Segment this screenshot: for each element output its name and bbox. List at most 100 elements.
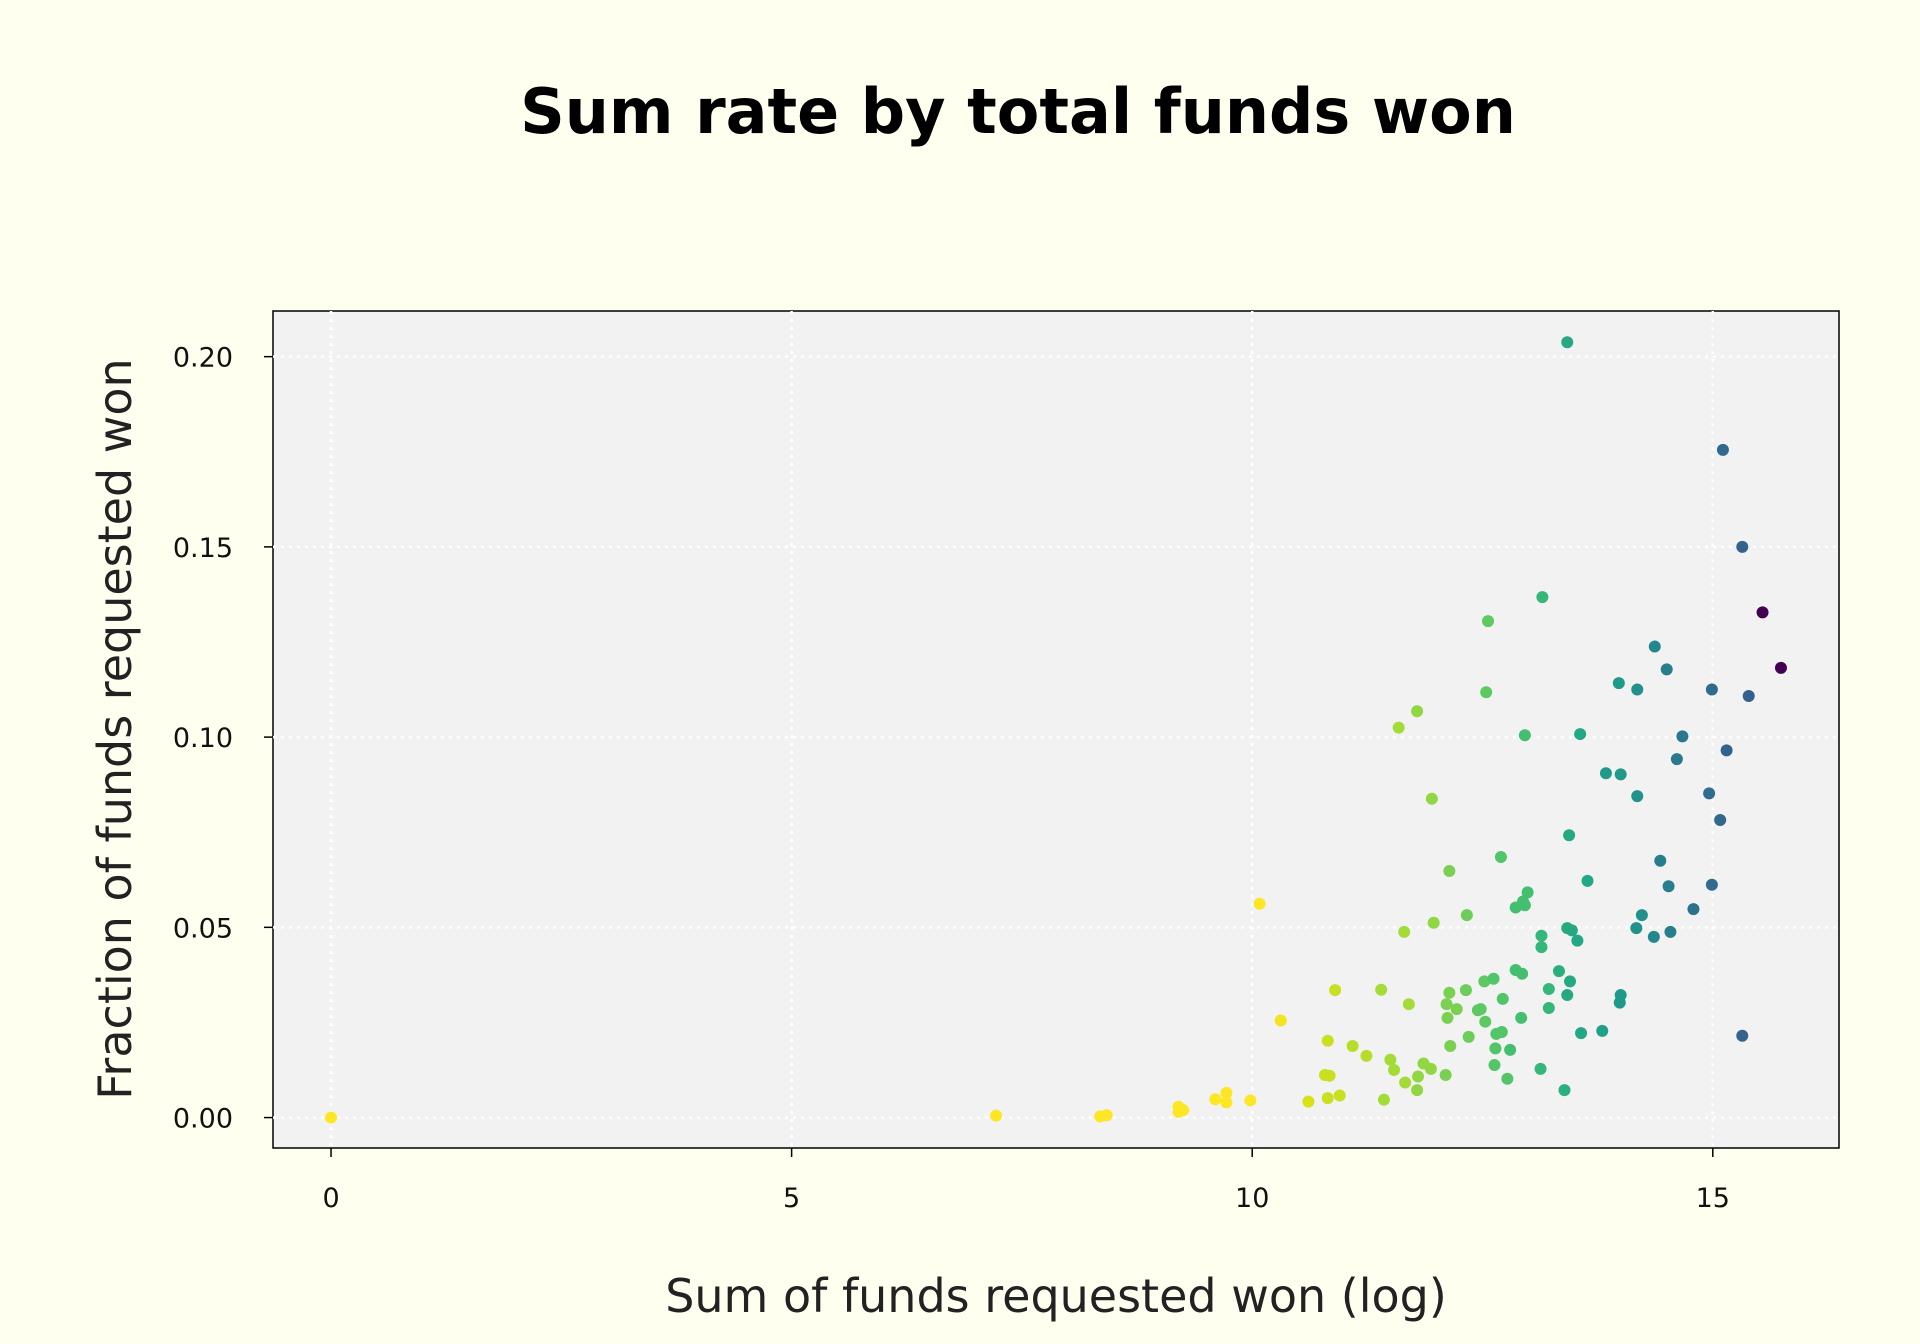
chart-title: Sum rate by total funds won [520, 75, 1516, 148]
data-point [1561, 989, 1574, 1002]
x-axis-label: Sum of funds requested won (log) [665, 1269, 1447, 1323]
data-point [1736, 1029, 1749, 1042]
data-point [1687, 903, 1700, 916]
data-point [1375, 983, 1388, 996]
data-point [1392, 721, 1405, 734]
data-point [1518, 729, 1531, 742]
data-point [1703, 787, 1716, 800]
data-point [1558, 1084, 1571, 1097]
data-point [1450, 1003, 1463, 1016]
data-point [1564, 975, 1577, 988]
data-point [1495, 1025, 1508, 1038]
plot-area [272, 310, 1840, 1149]
data-point [1552, 965, 1565, 978]
data-point [1244, 1094, 1257, 1107]
data-point [1575, 1027, 1588, 1040]
data-point [1302, 1095, 1315, 1108]
data-point [1664, 925, 1677, 938]
x-tick-label: 10 [1235, 1183, 1269, 1214]
data-point [1462, 1030, 1475, 1043]
y-axis-label: Fraction of funds requested won [88, 358, 142, 1099]
data-point [1596, 1024, 1609, 1037]
data-point [1424, 1062, 1437, 1075]
data-point [1647, 930, 1660, 943]
data-point [1209, 1093, 1222, 1106]
data-point [1670, 753, 1683, 766]
data-point [1496, 992, 1509, 1005]
data-point [1488, 1059, 1501, 1072]
data-point [1614, 768, 1627, 781]
data-point [1599, 767, 1612, 780]
data-point [1516, 967, 1529, 980]
data-point [1177, 1103, 1190, 1116]
data-point [1441, 1011, 1454, 1024]
data-point [1504, 1043, 1517, 1056]
data-point [1518, 899, 1531, 912]
data-point [1411, 1084, 1424, 1097]
data-point [1705, 683, 1718, 696]
data-point [1220, 1086, 1233, 1099]
data-point [1612, 677, 1625, 690]
data-point [1720, 744, 1733, 757]
data-point [1756, 606, 1769, 619]
data-point [1662, 880, 1675, 893]
data-point [1571, 934, 1584, 947]
data-point [1478, 975, 1491, 988]
data-point [1482, 615, 1495, 628]
data-point [1654, 854, 1667, 867]
data-point [1388, 1064, 1401, 1077]
data-point [990, 1109, 1003, 1122]
y-tick-label: 0.05 [173, 913, 233, 944]
data-point [1631, 683, 1644, 696]
data-point [1444, 1040, 1457, 1053]
data-point [1521, 886, 1534, 899]
data-points [325, 336, 1787, 1124]
data-point [1323, 1069, 1336, 1082]
data-point [1705, 878, 1718, 891]
data-point [1494, 850, 1507, 863]
data-point [1399, 1076, 1412, 1089]
x-tick-label: 15 [1696, 1183, 1730, 1214]
data-point [325, 1111, 338, 1124]
data-point [1648, 640, 1661, 653]
data-point [1443, 986, 1456, 999]
data-point [1774, 661, 1787, 674]
data-point [1536, 591, 1549, 604]
data-point [1384, 1053, 1397, 1066]
data-point [1614, 989, 1627, 1002]
data-point [1321, 1034, 1334, 1047]
data-point [1714, 814, 1727, 827]
y-tick-label: 0.10 [173, 723, 233, 754]
data-point [1443, 865, 1456, 878]
data-point [1459, 984, 1472, 997]
data-point [1321, 1092, 1334, 1105]
data-point [1411, 705, 1424, 718]
data-point [1274, 1014, 1287, 1027]
data-point [1474, 1003, 1487, 1016]
data-point [1534, 1062, 1547, 1075]
data-point [1515, 1011, 1528, 1024]
data-point [1412, 1070, 1425, 1083]
data-point [1631, 790, 1644, 803]
y-tick-label: 0.00 [173, 1104, 233, 1135]
data-point [1565, 924, 1578, 937]
data-point [1100, 1109, 1113, 1122]
data-point [1479, 1015, 1492, 1028]
y-tick-label: 0.15 [173, 533, 233, 564]
data-point [1440, 998, 1453, 1011]
data-point [1480, 686, 1493, 699]
data-point [1220, 1096, 1233, 1109]
y-tick-label: 0.20 [173, 343, 233, 374]
data-point [1542, 1001, 1555, 1014]
data-point [1501, 1072, 1514, 1085]
data-point [1574, 728, 1587, 741]
data-point [1561, 336, 1574, 349]
data-point [1563, 829, 1576, 842]
x-tick-label: 5 [783, 1183, 800, 1214]
data-point [1535, 929, 1548, 942]
data-point [1346, 1040, 1359, 1053]
x-tick-label: 0 [322, 1183, 339, 1214]
data-point [1425, 792, 1438, 805]
